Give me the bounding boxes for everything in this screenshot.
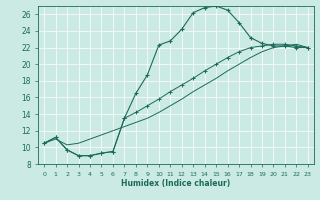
X-axis label: Humidex (Indice chaleur): Humidex (Indice chaleur) <box>121 179 231 188</box>
